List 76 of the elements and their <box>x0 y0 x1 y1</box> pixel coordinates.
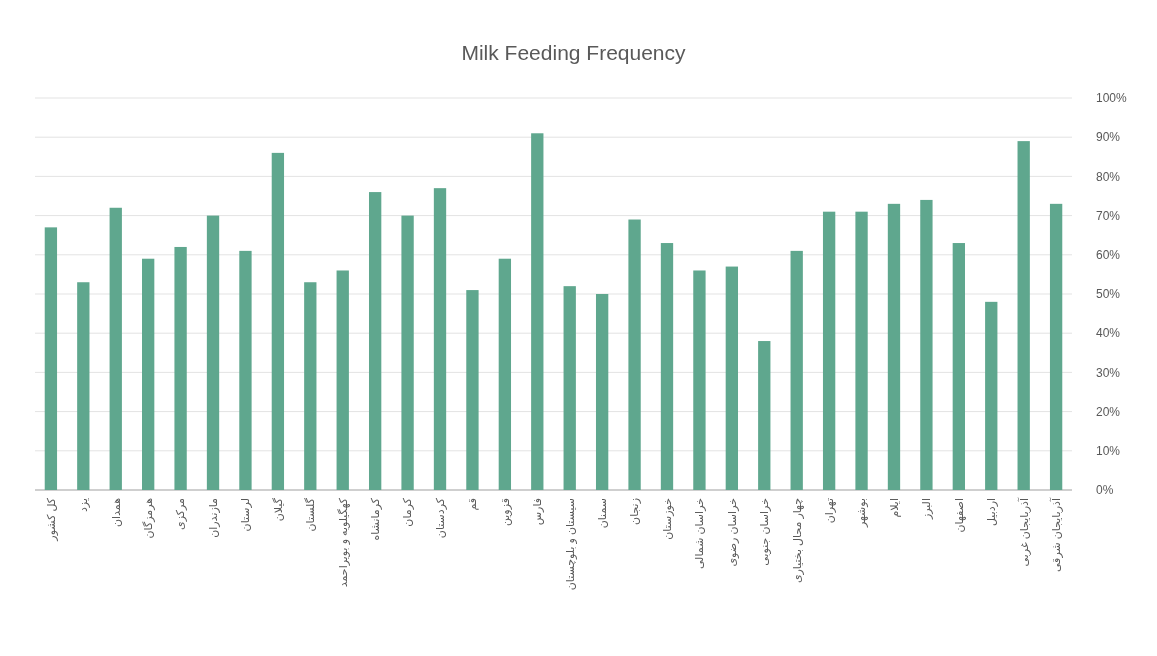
bar <box>758 341 771 490</box>
y-tick-label: 30% <box>1096 365 1121 380</box>
x-tick-label: قزوین <box>498 498 512 527</box>
x-tick-label: یزد <box>77 498 91 513</box>
bar <box>628 219 641 490</box>
bar <box>595 294 609 490</box>
bar <box>336 270 349 490</box>
bar <box>952 243 965 490</box>
bar <box>693 270 706 490</box>
x-tick-label: اصفهان <box>952 498 966 533</box>
y-tick-label: 10% <box>1096 444 1121 458</box>
bar <box>174 246 187 490</box>
y-tick-label: 90% <box>1096 130 1121 145</box>
x-tick-label: گلستان <box>304 497 317 532</box>
bar <box>1017 141 1030 490</box>
x-tick-label: قم <box>466 498 480 511</box>
bar <box>433 188 447 490</box>
x-tick-label: کل کشور <box>44 497 58 542</box>
x-tick-label: مازندران <box>206 497 220 538</box>
bar <box>142 258 155 490</box>
x-tick-label: خوزستان <box>660 498 674 540</box>
x-tick-label: البرز <box>920 498 934 521</box>
x-tick-label: خراسان شمالی <box>693 498 707 570</box>
bar <box>498 258 512 490</box>
bar <box>887 203 901 490</box>
y-tick-label: 0% <box>1096 483 1114 498</box>
bar <box>77 282 90 490</box>
y-tick-label: 100% <box>1096 91 1128 106</box>
x-tick-label: بوشهر <box>855 498 869 529</box>
x-tick-label: سمنان <box>595 498 608 529</box>
x-tick-label: کهگیلویه و بویراحمد <box>336 497 350 588</box>
x-tick-label: کردستان <box>433 497 447 539</box>
x-tick-label: لرستان <box>239 498 253 532</box>
bar <box>466 290 479 490</box>
y-tick-label: 40% <box>1096 326 1121 341</box>
y-tick-label: 80% <box>1096 169 1121 184</box>
bar <box>985 301 998 490</box>
x-tick-label: ایلام <box>887 498 901 518</box>
x-tick-label: اردبیل <box>985 498 999 526</box>
bar <box>855 211 868 490</box>
bar <box>822 211 836 490</box>
bar <box>1049 203 1063 490</box>
bar <box>660 243 674 490</box>
bar <box>531 133 544 490</box>
bar <box>109 207 122 490</box>
x-tick-label: آذربایجان شرقی <box>1048 497 1063 573</box>
y-tick-label: 50% <box>1096 287 1121 302</box>
x-tick-label: تهران <box>822 498 836 524</box>
x-tick-label: زنجان <box>628 498 642 525</box>
bar <box>206 215 220 490</box>
x-tick-label: کرمان <box>401 497 415 527</box>
chart-title: Milk Feeding Frequency <box>461 41 687 64</box>
bar <box>725 266 739 490</box>
bar <box>44 227 58 490</box>
bar <box>271 152 285 490</box>
bar <box>239 250 252 490</box>
x-tick-label: هرمزگان <box>142 497 156 539</box>
bar <box>401 215 414 490</box>
bar <box>368 192 382 490</box>
x-tick-label: فارس <box>531 498 545 526</box>
bar <box>920 199 933 490</box>
x-tick-label: مرکزی <box>174 497 188 530</box>
bar <box>563 286 576 490</box>
bar <box>790 250 803 490</box>
y-tick-label: 70% <box>1096 208 1121 223</box>
x-tick-label: کرمانشاه <box>369 497 382 541</box>
x-tick-label: خراسان جنوبی <box>758 498 772 566</box>
y-tick-label: 60% <box>1096 248 1121 262</box>
x-tick-label: گیلان <box>271 497 284 522</box>
x-tick-label: چهار محال بختیاری <box>790 498 804 584</box>
x-tick-label: همدان <box>109 497 122 528</box>
x-tick-label: آذربایجان غربی <box>1016 497 1031 567</box>
y-tick-label: 20% <box>1096 404 1121 419</box>
x-tick-label: خراسان رضوی <box>725 498 739 567</box>
bar <box>304 282 317 490</box>
x-tick-label: سیستان و بلوچستان <box>563 498 577 591</box>
